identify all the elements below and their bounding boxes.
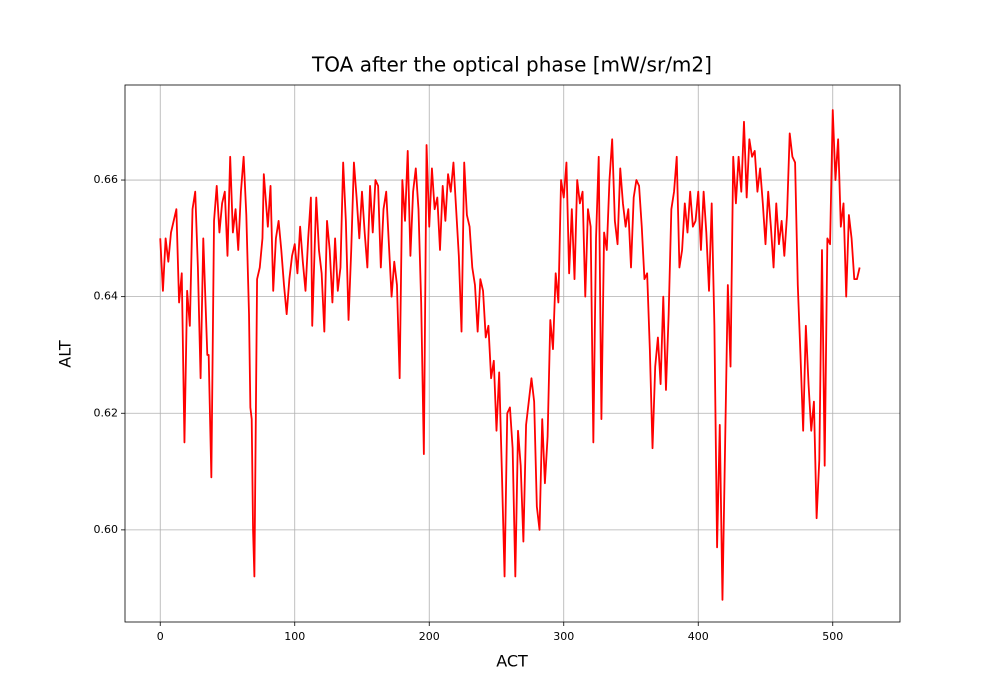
chart-title: TOA after the optical phase [mW/sr/m2]	[311, 53, 712, 77]
x-tick-label: 300	[553, 630, 574, 643]
x-tick-label: 200	[419, 630, 440, 643]
y-tick-label: 0.66	[94, 173, 119, 186]
data-line	[159, 109, 861, 601]
x-tick-label: 500	[822, 630, 843, 643]
x-tick-label: 0	[157, 630, 164, 643]
x-axis-label: ACT	[496, 652, 528, 671]
x-tick-label: 400	[688, 630, 709, 643]
y-axis-label: ALT	[56, 340, 75, 368]
x-tick-label: 100	[284, 630, 305, 643]
y-tick-label: 0.62	[94, 406, 119, 419]
y-tick-label: 0.60	[94, 523, 119, 536]
plot-frame	[124, 84, 901, 623]
y-tick-label: 0.64	[94, 290, 119, 303]
